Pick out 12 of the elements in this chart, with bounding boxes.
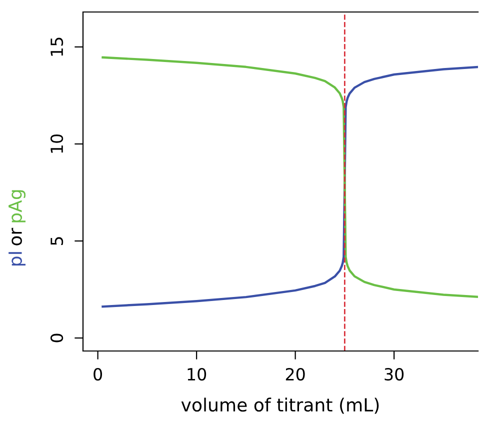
y-axis-title: or (12, 228, 22, 246)
x-tick-label: 30 (384, 368, 404, 381)
y-tick-label: 0 (50, 334, 64, 342)
x-tick-label: 20 (286, 368, 305, 381)
text: pAg (8, 190, 26, 222)
y-tick-label: 15 (50, 38, 64, 56)
y-tick-label: 5 (50, 237, 64, 245)
text: pI (8, 252, 26, 266)
x-tick-label: 10 (188, 368, 206, 381)
y-tick-label: 10 (50, 134, 64, 153)
x-axis-title: volume of titrant (mL) (181, 398, 379, 414)
x-tick-label: 0 (94, 368, 102, 381)
